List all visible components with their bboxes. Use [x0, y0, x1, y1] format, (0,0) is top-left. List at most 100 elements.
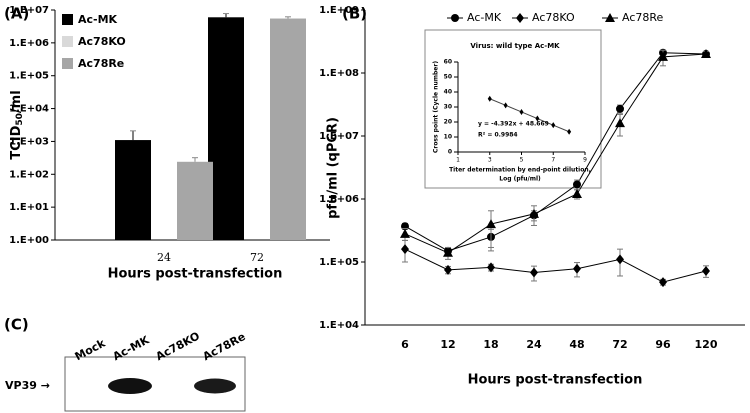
- y-axis-label-part: TCID: [9, 125, 24, 159]
- panel-label: (C): [4, 316, 29, 334]
- fit-line: [489, 98, 570, 133]
- y-tick-label: 60: [444, 59, 452, 66]
- y-tick-label: 1.E+03: [9, 136, 49, 147]
- y-tick-label: 1.E+06: [319, 194, 359, 205]
- inset-frame: [424, 29, 602, 189]
- y-axis-label-part: /ml: [9, 90, 24, 113]
- x-tick-label: 18: [483, 338, 498, 351]
- bar: [177, 161, 213, 240]
- legend-label: Ac78Re: [78, 57, 124, 70]
- marker: [573, 263, 581, 274]
- marker: [616, 254, 624, 265]
- y-axis-label: Cross point (Cycle number): [433, 61, 440, 153]
- x-tick-label: 96: [655, 338, 671, 351]
- marker: [451, 14, 459, 22]
- marker: [535, 115, 540, 122]
- x-tick-label: 72: [612, 338, 627, 351]
- legend-label: Ac78KO: [532, 11, 575, 24]
- y-tick-label: 1.E+06: [9, 38, 49, 49]
- y-tick-label: 0: [448, 149, 452, 156]
- marker: [401, 244, 409, 255]
- bar: [270, 18, 306, 240]
- x-tick-label: 1: [456, 157, 460, 164]
- protein-label: VP39 →: [5, 379, 50, 392]
- y-tick-label: 1.E+02: [9, 169, 49, 180]
- marker: [503, 102, 508, 109]
- marker: [487, 262, 495, 273]
- marker: [519, 108, 524, 115]
- y-tick-label: 1.E+00: [9, 235, 49, 246]
- x-tick-label: 120: [695, 338, 718, 351]
- annotation: R² = 0.9984: [478, 132, 518, 139]
- y-tick-label: 1.E+09: [319, 5, 359, 16]
- y-axis-label: pfu/ml (qPCR): [326, 117, 341, 219]
- annotation: y = -4.392x + 48.669: [478, 121, 549, 128]
- marker: [530, 267, 538, 278]
- marker: [516, 13, 524, 23]
- marker: [701, 49, 711, 59]
- y-tick-label: 1.E+07: [9, 5, 49, 16]
- legend-swatch: [62, 58, 73, 69]
- marker: [551, 122, 556, 129]
- x-axis-label: Hours post-transfection: [468, 373, 643, 388]
- x-tick-label: 6: [401, 338, 409, 351]
- y-tick-label: 50: [444, 74, 452, 81]
- series-line: [404, 53, 707, 254]
- marker: [443, 247, 453, 257]
- marker: [616, 104, 624, 113]
- marker: [573, 180, 581, 189]
- marker: [400, 228, 410, 238]
- marker: [572, 189, 582, 199]
- marker: [486, 219, 496, 229]
- blot-band: [194, 378, 236, 394]
- y-tick-label: 30: [444, 104, 452, 111]
- y-tick-label: 1.E+05: [319, 257, 359, 268]
- bar: [208, 17, 244, 240]
- x-axis-label: Log (pfu/ml): [499, 176, 541, 183]
- x-axis-label: Hours post-transfection: [108, 267, 283, 282]
- y-tick-label: 1.E+04: [9, 104, 49, 115]
- panel-label: (A): [4, 5, 29, 23]
- legend-swatch: [62, 14, 73, 25]
- y-tick-label: 1.E+01: [9, 202, 49, 213]
- y-tick-label: 1.E+07: [319, 131, 359, 142]
- blot-band: [108, 378, 152, 394]
- marker: [605, 13, 615, 22]
- x-tick-label: 9: [583, 157, 587, 164]
- panel-label: (B): [342, 5, 367, 23]
- x-axis-label: Titer determination by end-point dilutio…: [449, 167, 591, 174]
- y-tick-label: 1.E+05: [9, 71, 49, 82]
- marker: [615, 118, 625, 128]
- legend-label: Ac-MK: [78, 13, 118, 26]
- x-tick-label: 12: [440, 338, 455, 351]
- y-axis-label-part: 50: [15, 113, 25, 126]
- legend-swatch: [62, 36, 73, 47]
- series-line: [404, 248, 707, 283]
- marker: [444, 264, 452, 275]
- marker: [658, 51, 668, 61]
- x-tick-label: 24: [157, 251, 171, 264]
- y-tick-label: 10: [444, 134, 452, 141]
- legend-label: Ac78KO: [78, 35, 126, 48]
- marker: [702, 265, 710, 276]
- x-tick-label: 7: [551, 157, 555, 164]
- marker: [529, 208, 539, 218]
- y-tick-label: 1.E+08: [319, 68, 359, 79]
- x-tick-label: 24: [526, 338, 542, 351]
- x-tick-label: 72: [250, 251, 264, 264]
- bar: [115, 140, 151, 240]
- x-tick-label: 5: [520, 157, 524, 164]
- marker: [487, 95, 492, 102]
- y-axis-label: TCID50/ml: [9, 90, 25, 159]
- y-tick-label: 20: [444, 119, 452, 126]
- marker: [659, 277, 667, 288]
- x-tick-label: 3: [488, 157, 492, 164]
- legend-label: Ac78Re: [622, 11, 664, 24]
- y-tick-label: 40: [444, 89, 452, 96]
- marker: [567, 128, 572, 135]
- x-tick-label: 48: [569, 338, 584, 351]
- legend-label: Ac-MK: [467, 11, 502, 24]
- inset-title: Virus: wild type Ac-MK: [470, 42, 560, 50]
- y-tick-label: 1.E+04: [319, 320, 359, 331]
